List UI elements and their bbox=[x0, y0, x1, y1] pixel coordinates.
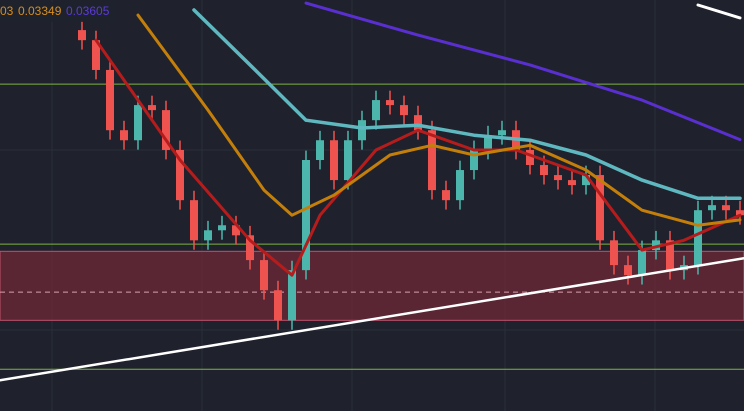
candle-body bbox=[665, 240, 674, 271]
candle-body bbox=[259, 260, 268, 291]
candle-body bbox=[133, 105, 142, 141]
candle-body bbox=[609, 240, 618, 266]
candle-body bbox=[497, 130, 506, 136]
candle-body bbox=[357, 120, 366, 141]
candle-body bbox=[525, 149, 534, 166]
candle-body bbox=[273, 290, 282, 321]
candle-body bbox=[637, 250, 646, 276]
candle-body bbox=[91, 40, 100, 70]
zone-box bbox=[0, 250, 744, 321]
series-line bbox=[304, 1, 742, 142]
series-line bbox=[192, 8, 742, 201]
candle-body bbox=[329, 140, 338, 181]
zone-layer bbox=[0, 250, 744, 321]
legend: 03 0.03349 0.03605 bbox=[0, 2, 116, 22]
candle-body bbox=[343, 140, 352, 181]
candle-body bbox=[553, 175, 562, 181]
candle-body bbox=[119, 130, 128, 141]
candle-body bbox=[567, 180, 576, 186]
candle-body bbox=[595, 175, 604, 241]
candle-body bbox=[175, 149, 184, 201]
series-line bbox=[94, 38, 742, 277]
candle-body bbox=[301, 160, 310, 271]
candle-body bbox=[105, 69, 114, 131]
candle-body bbox=[469, 149, 478, 171]
candle-body bbox=[651, 240, 660, 251]
candle-body bbox=[455, 170, 464, 201]
candle-body bbox=[287, 270, 296, 321]
candle-body bbox=[427, 130, 436, 191]
levels-layer bbox=[0, 83, 744, 370]
candle-body bbox=[581, 175, 590, 186]
legend-bg bbox=[0, 2, 116, 22]
candle-body bbox=[441, 190, 450, 201]
candle-body bbox=[413, 115, 422, 131]
candle-body bbox=[483, 135, 492, 150]
candle-body bbox=[371, 100, 380, 121]
candle-body bbox=[189, 200, 198, 241]
candle-body bbox=[245, 235, 254, 261]
candle-body bbox=[539, 165, 548, 176]
series-line bbox=[696, 3, 742, 20]
candle-body bbox=[203, 230, 212, 241]
legend-value: 03 bbox=[0, 4, 14, 18]
candle-body bbox=[161, 110, 170, 150]
candle-body bbox=[399, 105, 408, 116]
candle-body bbox=[707, 205, 716, 211]
legend-value: 0.03605 bbox=[66, 4, 110, 18]
candle-body bbox=[721, 205, 730, 211]
candle-body bbox=[147, 105, 156, 111]
candle-body bbox=[735, 210, 744, 216]
candle-body bbox=[693, 210, 702, 266]
candle-body bbox=[77, 30, 86, 41]
candle-body bbox=[315, 140, 324, 161]
candle-body bbox=[231, 225, 240, 236]
series-line bbox=[136, 13, 742, 227]
candle-body bbox=[385, 100, 394, 106]
lines-layer bbox=[0, 1, 744, 382]
series-line bbox=[0, 256, 744, 382]
legend-value: 0.03349 bbox=[18, 4, 62, 18]
candle-body bbox=[217, 225, 226, 231]
candle-body bbox=[623, 265, 632, 276]
